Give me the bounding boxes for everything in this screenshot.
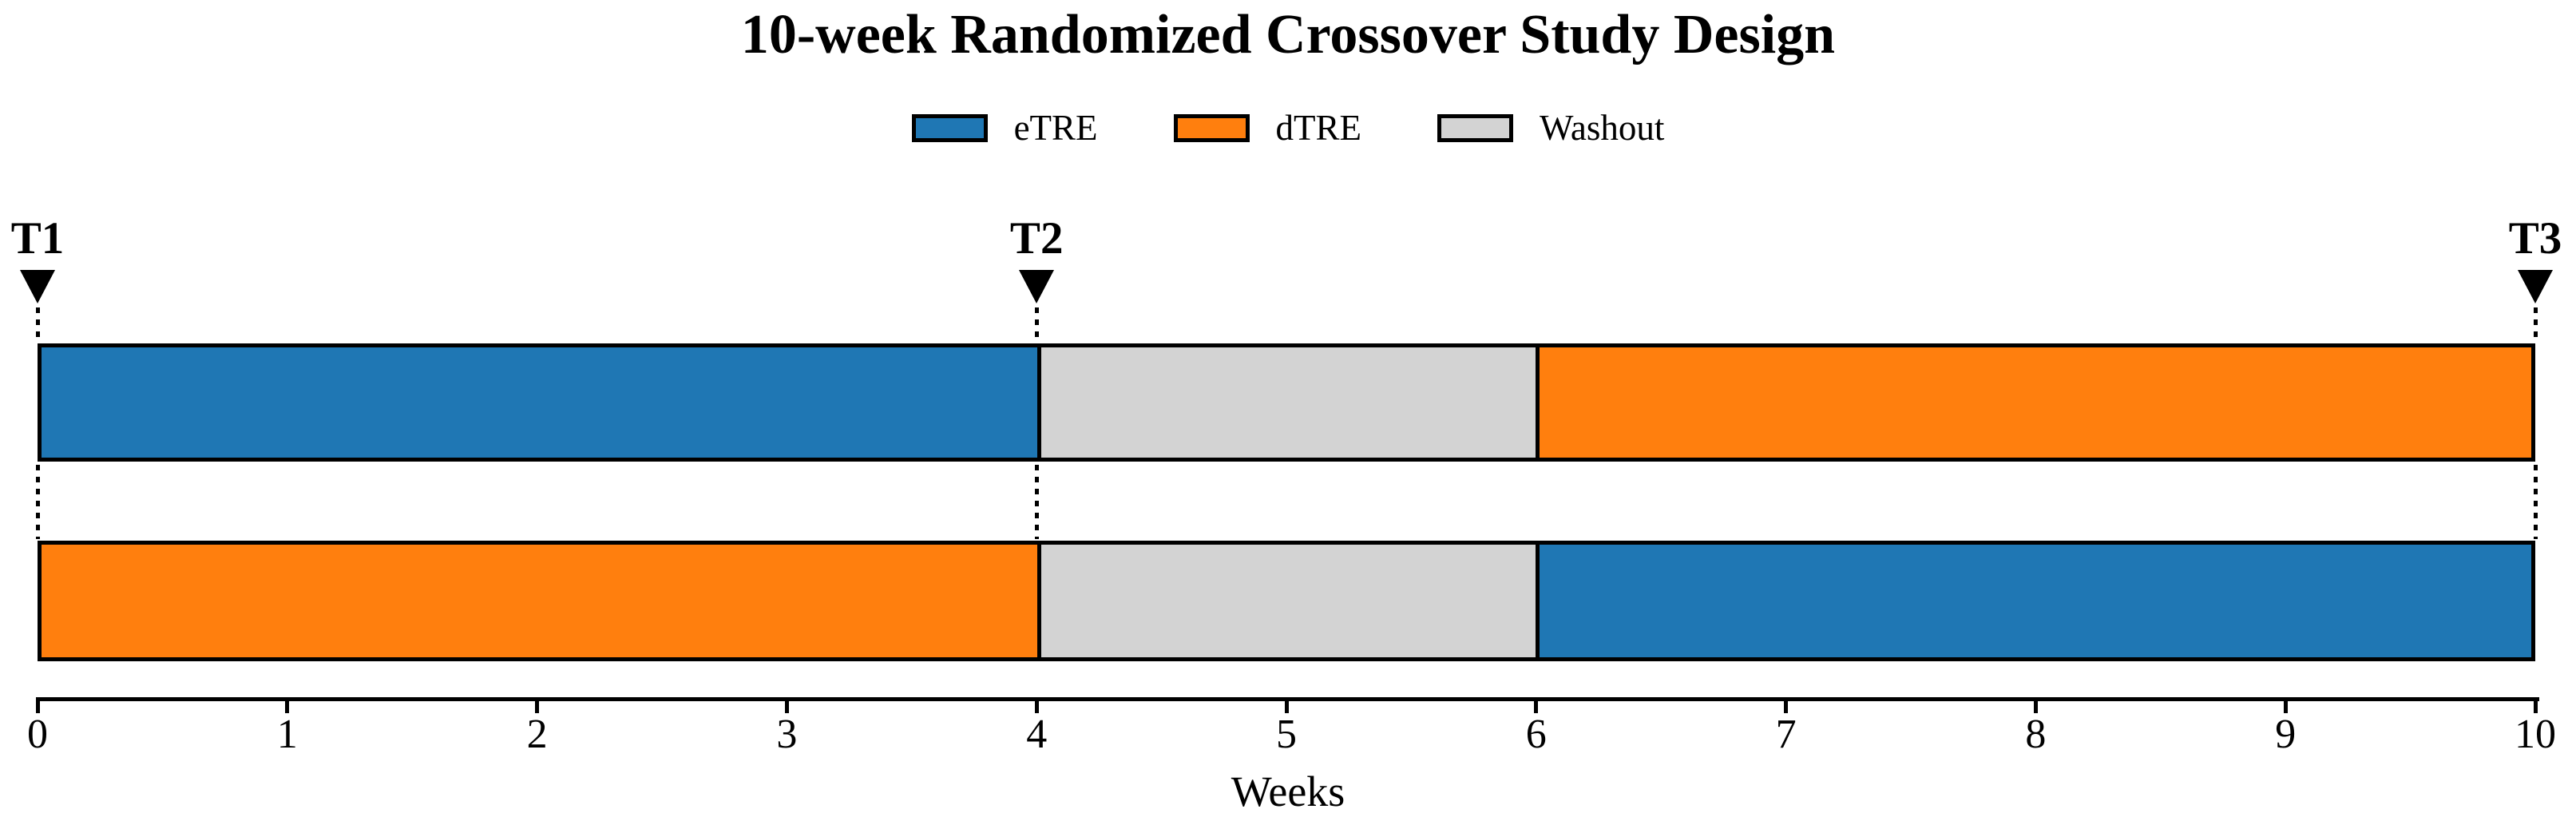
timepoint-label-t3: T3	[2508, 213, 2562, 264]
timepoint-label-t1: T1	[10, 213, 65, 264]
x-tick-label: 7	[1775, 712, 1797, 757]
timepoint-label-t2: T2	[1009, 213, 1064, 264]
timepoint-triangle-icon	[20, 270, 55, 303]
sequence-bar-1	[38, 343, 2535, 462]
timepoint-dotted-line	[2533, 465, 2538, 539]
legend-label: Washout	[1540, 107, 1665, 148]
x-tick-label: 3	[776, 712, 798, 757]
x-tick-mark	[2033, 701, 2038, 713]
x-tick-mark	[1034, 701, 1039, 713]
legend-swatch-dtre	[1173, 113, 1250, 142]
x-tick-mark	[2533, 701, 2538, 713]
timepoint-triangle-icon	[2518, 270, 2553, 303]
sequence-bar-2	[38, 541, 2535, 661]
x-tick-label: 6	[1525, 712, 1547, 757]
legend-item-etre: eTRE	[911, 107, 1098, 148]
phase-segment-dtre	[42, 545, 1038, 657]
legend: eTRE dTRE Washout	[0, 106, 2576, 149]
x-tick-mark	[784, 701, 789, 713]
x-tick-mark	[1784, 701, 1789, 713]
legend-swatch-etre	[911, 113, 988, 142]
x-tick-label: 8	[2025, 712, 2047, 757]
legend-item-dtre: dTRE	[1173, 107, 1362, 148]
timepoint-dotted-line	[1034, 465, 1039, 539]
phase-segment-etre	[1535, 545, 2531, 657]
x-tick-mark	[285, 701, 290, 713]
x-tick-mark	[2283, 701, 2288, 713]
legend-label: dTRE	[1275, 107, 1362, 148]
x-tick-mark	[1284, 701, 1289, 713]
x-tick-mark	[535, 701, 540, 713]
timepoint-triangle-icon	[1019, 270, 1055, 303]
legend-swatch-washout	[1437, 113, 1514, 142]
x-tick-label: 9	[2275, 712, 2297, 757]
x-tick-label: 10	[2515, 712, 2556, 757]
phase-segment-etre	[42, 347, 1038, 458]
timepoint-dotted-line	[35, 307, 40, 342]
phase-segment-dtre	[1535, 347, 2531, 458]
legend-item-washout: Washout	[1437, 107, 1665, 148]
x-tick-label: 0	[27, 712, 48, 757]
chart-title: 10-week Randomized Crossover Study Desig…	[740, 4, 1836, 65]
timepoint-dotted-line	[35, 465, 40, 539]
timepoint-dotted-line	[1034, 307, 1039, 342]
legend-label: eTRE	[1013, 107, 1098, 148]
x-tick-mark	[35, 701, 40, 713]
x-tick-label: 4	[1026, 712, 1048, 757]
phase-segment-washout	[1037, 347, 1536, 458]
x-tick-label: 2	[526, 712, 548, 757]
phase-segment-washout	[1037, 545, 1536, 657]
x-tick-label: 5	[1276, 712, 1297, 757]
x-axis-line	[36, 697, 2539, 701]
timepoint-dotted-line	[2533, 307, 2538, 342]
x-axis-title: Weeks	[1231, 767, 1345, 813]
x-tick-mark	[1534, 701, 1539, 713]
x-tick-label: 1	[276, 712, 298, 757]
